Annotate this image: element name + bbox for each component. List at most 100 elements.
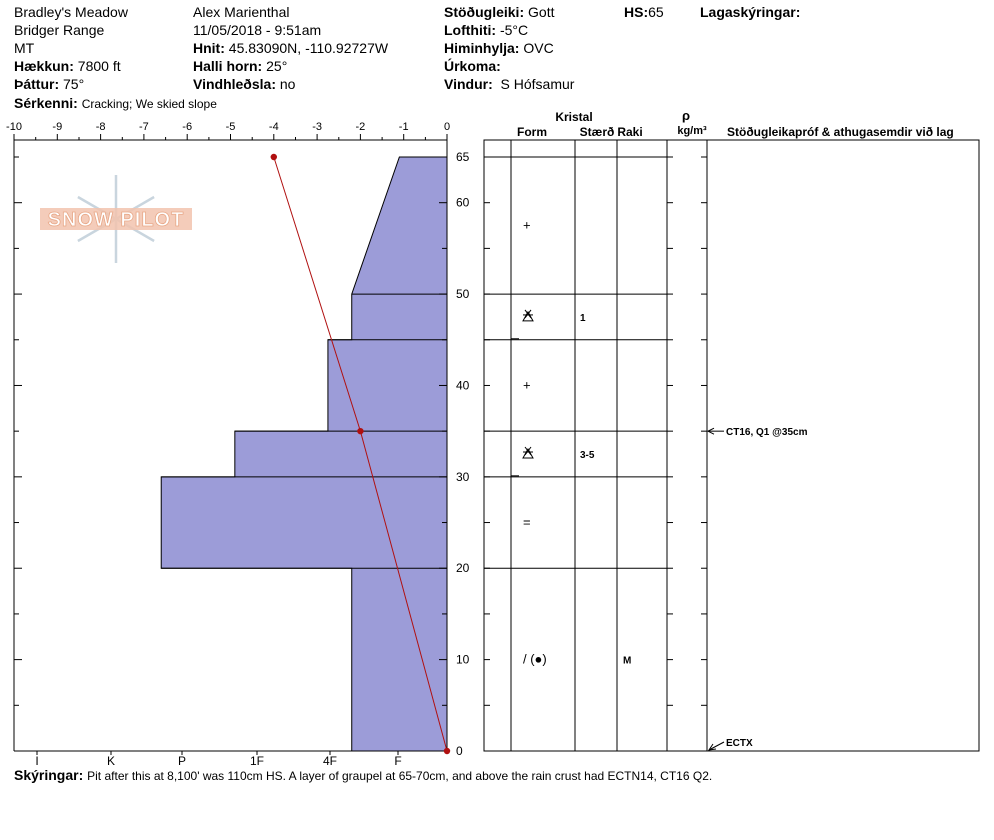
temperature-point: [270, 153, 277, 161]
sky-cover: Himinhylja: OVC: [444, 39, 554, 57]
logo-banner: [40, 208, 192, 230]
hardness-profile: [160, 156, 448, 752]
sky-label: Himinhylja:: [444, 40, 520, 56]
height-label: 20: [456, 561, 470, 575]
aspect-label: Þáttur:: [14, 76, 60, 92]
density-symbol: ρ: [682, 108, 690, 123]
temperature-point: [443, 747, 451, 755]
wind-label: Vindur:: [444, 76, 493, 92]
air-temp-label: Lofthiti:: [444, 22, 497, 38]
temperature-point: [357, 427, 364, 435]
slope-label: Halli horn:: [193, 58, 263, 74]
layer-table: Kristal Form Stærð Raki ρ kg/m³ Stöðugleikapró…: [483, 108, 980, 752]
temp-tick-label: -7: [139, 121, 149, 133]
height-label: 40: [456, 378, 470, 392]
temp-tick-label: -1: [399, 121, 409, 133]
state-name: MT: [14, 40, 35, 56]
temp-tick-label: -9: [52, 121, 62, 133]
test-pointer: [708, 741, 725, 751]
hardness-area: [160, 156, 448, 752]
comments: Skýringar: Pit after this at 8,100' was …: [14, 766, 712, 785]
location-name: Bradley's Meadow: [14, 4, 128, 20]
features: Sérkenni: Cracking; We skied slope: [14, 94, 217, 113]
temp-tick-label: -2: [356, 121, 366, 133]
aspect: Þáttur: 75°: [14, 75, 84, 93]
sky-value: OVC: [523, 40, 554, 56]
temp-tick-label: -5: [226, 121, 236, 133]
temp-tick-label: -6: [182, 121, 192, 133]
observer-name: Alex Marienthal: [193, 4, 290, 20]
grain-form: / (●): [523, 652, 547, 667]
snowpilot-logo: SNOW PILOT: [40, 175, 192, 263]
test-arrowhead: [707, 743, 717, 751]
temp-tick-label: -3: [312, 121, 322, 133]
coordinates: Hnit: 45.83090N, -110.92727W: [193, 39, 388, 57]
temperature-profile: [270, 153, 451, 755]
hardness-label: I: [35, 754, 38, 768]
features-value: Cracking; We skied slope: [81, 97, 217, 111]
wind-loading-label: Vindhleðsla:: [193, 76, 276, 92]
form-header: Form: [517, 125, 547, 139]
temp-tick-label: 0: [444, 121, 450, 133]
height-label: 0: [456, 744, 463, 758]
comments-value: Pit after this at 8,100' was 110cm HS. A…: [87, 769, 713, 783]
features-label: Sérkenni:: [14, 95, 78, 111]
hardness-label: K: [107, 754, 115, 768]
grain-size: 1: [580, 313, 586, 324]
tests-header: Stöðugleikapróf & athugasemdir við lag: [727, 125, 954, 139]
density-unit: kg/m³: [677, 125, 707, 137]
height-label: 10: [456, 653, 470, 667]
height-label: 60: [456, 196, 470, 210]
temp-tick-label: -8: [96, 121, 106, 133]
facet-rounding-symbol: [522, 309, 534, 322]
grain-size: 3-5: [580, 450, 595, 461]
wind-loading: Vindhleðsla: no: [193, 75, 295, 93]
elevation: Hækkun: 7800 ft: [14, 57, 121, 75]
grain-form: +: [523, 377, 531, 392]
hardness-label: P: [178, 754, 186, 768]
crystal-header: Kristal: [555, 110, 592, 124]
grain-form: =: [523, 515, 531, 530]
slope-value: 25°: [266, 58, 288, 74]
layer-notes-label: Lagaskýringar:: [700, 4, 801, 20]
logo-text: SNOW PILOT: [48, 209, 185, 231]
hs-label: HS:: [624, 4, 649, 20]
wind: Vindur: S Hófsamur: [444, 75, 574, 93]
slash-mark: [524, 446, 532, 456]
range-name: Bridger Range: [14, 22, 105, 38]
temp-tick-label: -4: [269, 121, 279, 133]
height-label: 65: [456, 150, 470, 164]
coords-value: 45.83090N, -110.92727W: [228, 40, 389, 56]
stability: Stöðugleiki: Gott: [444, 3, 554, 21]
hs-value: 65: [648, 4, 664, 20]
elevation-label: Hækkun:: [14, 58, 74, 74]
wind-loading-value: no: [279, 76, 296, 92]
stability-value: Gott: [528, 4, 555, 20]
test-label: ECTX: [726, 738, 753, 749]
grain-form: +: [523, 218, 531, 233]
air-temperature: Lofthiti: -5°C: [444, 21, 528, 39]
aspect-value: 75°: [63, 76, 85, 92]
comments-label: Skýringar:: [14, 767, 84, 783]
precip-label: Úrkoma:: [444, 58, 501, 74]
hardness-label: 1F: [250, 754, 264, 768]
table-frame: [483, 139, 980, 752]
height-label: 30: [456, 470, 470, 484]
size-header: Stærð: [580, 125, 615, 139]
moisture-value: M: [623, 656, 631, 667]
temp-tick-label: -10: [6, 121, 22, 133]
snow-height: HS:65: [624, 3, 664, 21]
height-label: 50: [456, 287, 470, 301]
facet-rounding-symbol: [522, 446, 534, 459]
hardness-label: F: [394, 754, 401, 768]
hardness-label: 4F: [323, 754, 337, 768]
stability-label: Stöðugleiki:: [444, 4, 525, 20]
wind-value: S Hófsamur: [500, 76, 575, 92]
test-arrowhead: [706, 427, 715, 435]
observation-datetime: 11/05/2018 - 9:51am: [193, 22, 322, 38]
coords-label: Hnit:: [193, 40, 225, 56]
elevation-value: 7800 ft: [77, 58, 121, 74]
slash-mark: [524, 309, 532, 319]
